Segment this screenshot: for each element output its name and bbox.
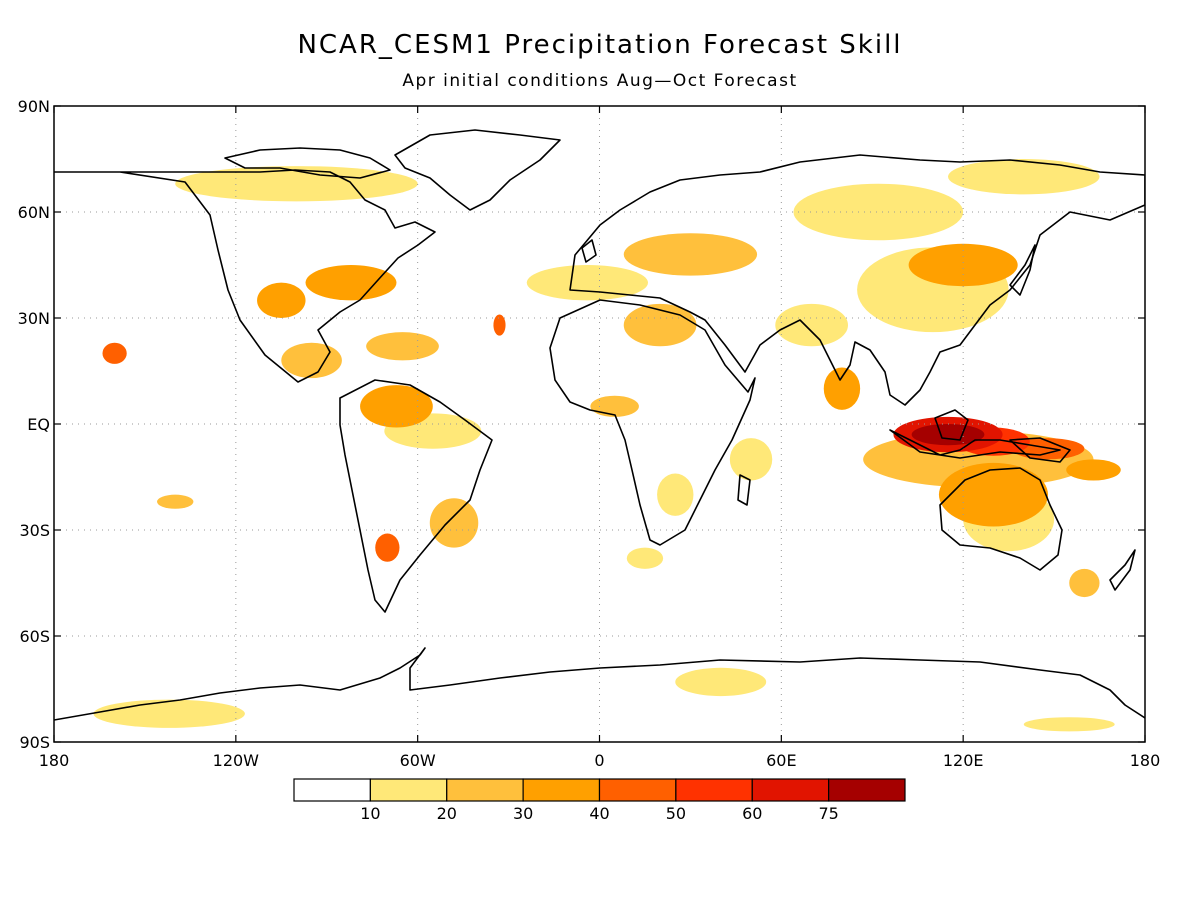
colorbar-swatch: [522, 778, 601, 802]
lat-tick-label: 60N: [18, 203, 50, 222]
skill-region-15: [623, 233, 758, 276]
south-america-coastline: [339, 379, 493, 613]
uk-coastline: [581, 239, 597, 263]
skill-region-32: [375, 533, 400, 562]
eurasia-coastline: [569, 154, 1145, 406]
colorbar-swatch: [446, 778, 524, 802]
skill-region-23: [938, 462, 1049, 527]
skill-region-33: [102, 342, 127, 364]
colorbar-swatch: [369, 778, 448, 802]
skill-region-12: [175, 166, 418, 202]
indonesia-coastline: [889, 429, 1061, 459]
skill-region-36: [911, 424, 985, 446]
lat-tick-label: 60S: [19, 627, 50, 646]
skill-region-31: [493, 314, 506, 336]
skill-region-17: [590, 395, 639, 417]
skill-region-6: [657, 473, 694, 516]
colorbar-label: 50: [666, 804, 686, 823]
colorbar-label: 20: [437, 804, 457, 823]
chart-title: NCAR_CESM1 Precipitation Forecast Skill: [297, 30, 902, 60]
lon-tick-label: 180: [39, 751, 70, 770]
colorbar: 10 20 30 40 50 60 75: [293, 778, 906, 823]
colorbar-label: 10: [360, 804, 380, 823]
lon-tick-label: 0: [594, 751, 604, 770]
skill-region-28: [305, 265, 397, 301]
lon-tick-label: 60W: [400, 751, 436, 770]
lon-tick-label: 120W: [213, 751, 260, 770]
new-guinea-coastline: [1009, 437, 1071, 463]
lat-tick-label: EQ: [27, 415, 50, 434]
borneo-coastline: [934, 409, 969, 441]
colorbar-label: 75: [818, 804, 838, 823]
coastline-layer: [54, 129, 1145, 721]
new-zealand-coastline: [1109, 549, 1136, 591]
lat-tick-label: 90S: [19, 733, 50, 752]
skill-region-20: [281, 342, 342, 379]
skill-region-11: [1023, 717, 1115, 732]
skill-region-2: [793, 183, 964, 241]
latitude-axis: 90N 60N 30N EQ 30S 60S 90S: [18, 97, 1145, 752]
greenland-coastline: [394, 129, 561, 211]
skill-region-26: [823, 367, 861, 410]
lat-tick-label: 30S: [19, 521, 50, 540]
antarctica-coastline: [54, 647, 1145, 721]
skill-region-19: [429, 498, 479, 548]
lon-tick-label: 120E: [943, 751, 984, 770]
longitude-axis: 180 120W 60W 0 60E 120E 180: [39, 106, 1161, 770]
skill-region-25: [908, 243, 1018, 287]
lat-tick-label: 90N: [18, 97, 50, 116]
lat-tick-label: 30N: [18, 309, 50, 328]
colorbar-swatch: [675, 778, 753, 802]
skill-region-13: [948, 159, 1100, 195]
skill-region-9: [675, 667, 767, 697]
skill-region-21: [157, 494, 194, 509]
skill-region-24: [1066, 459, 1121, 481]
colorbar-swatch: [751, 778, 830, 802]
arctic-islands-coastline: [224, 147, 391, 179]
skill-region-29: [257, 282, 306, 319]
colorbar-swatch: [293, 778, 371, 802]
colorbar-label: 60: [742, 804, 762, 823]
lon-tick-label: 180: [1130, 751, 1161, 770]
madagascar-coastline: [737, 474, 751, 506]
colorbar-label: 30: [513, 804, 533, 823]
lon-tick-label: 60E: [766, 751, 796, 770]
africa-coastline: [549, 299, 756, 546]
skill-region-22: [1069, 568, 1100, 598]
skill-region-5: [729, 438, 773, 481]
chart-subtitle: Apr initial conditions Aug—Oct Forecast: [402, 71, 797, 91]
skill-region-10: [93, 699, 245, 728]
japan-coastline: [1009, 244, 1036, 296]
skill-region-27: [360, 385, 433, 428]
north-america-coastline: [54, 169, 436, 383]
colorbar-swatch: [598, 778, 677, 802]
colorbar-swatch: [828, 778, 906, 802]
australia-coastline: [939, 467, 1063, 571]
skill-region-8: [626, 547, 664, 569]
skill-region-18: [366, 332, 439, 361]
skill-region-3: [526, 265, 648, 301]
graticule: [54, 106, 1145, 742]
colorbar-label: 40: [589, 804, 609, 823]
skill-region-4: [775, 303, 849, 347]
